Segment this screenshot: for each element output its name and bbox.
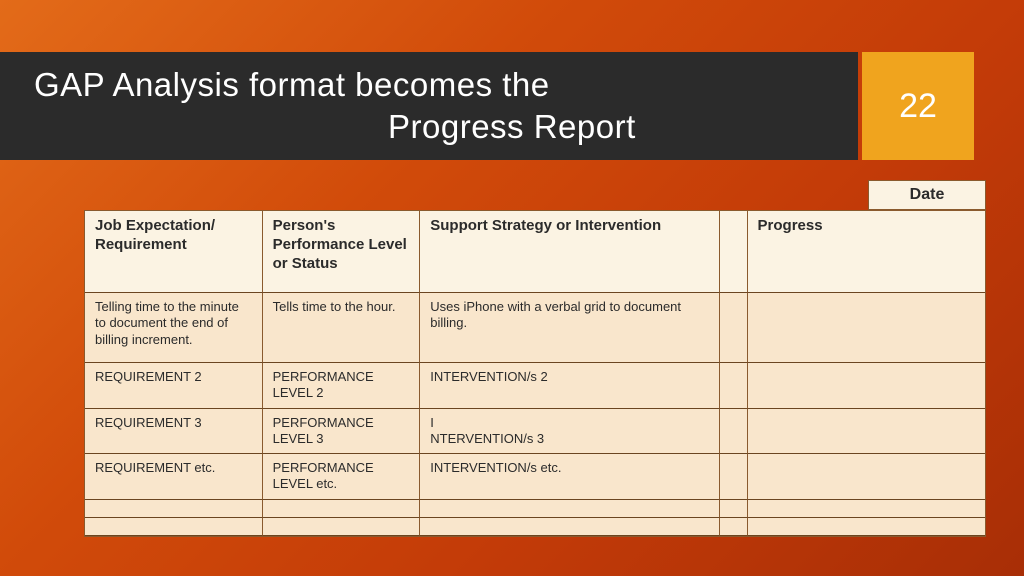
title-bar: GAP Analysis format becomes the Progress… bbox=[0, 52, 858, 160]
cell-requirement bbox=[85, 518, 263, 536]
table-row bbox=[85, 518, 985, 536]
date-tab: Date bbox=[868, 180, 986, 210]
cell-progress bbox=[748, 454, 985, 500]
table-row: Telling time to the minute to document t… bbox=[85, 293, 985, 363]
progress-table: Job Expectation/ Requirement Person's Pe… bbox=[84, 210, 986, 537]
cell-requirement bbox=[85, 500, 263, 518]
cell-requirement: REQUIREMENT 3 bbox=[85, 409, 263, 455]
cell-requirement: REQUIREMENT etc. bbox=[85, 454, 263, 500]
cell-intervention: I NTERVENTION/s 3 bbox=[420, 409, 719, 455]
cell-performance: Tells time to the hour. bbox=[263, 293, 421, 363]
col-header-spacer bbox=[720, 211, 748, 293]
slide-title-line1: GAP Analysis format becomes the bbox=[34, 66, 858, 104]
cell-intervention: INTERVENTION/s etc. bbox=[420, 454, 719, 500]
cell-spacer bbox=[720, 454, 748, 500]
col-header-progress: Progress bbox=[748, 211, 985, 293]
cell-performance: PERFORMANCE LEVEL etc. bbox=[263, 454, 421, 500]
cell-progress bbox=[748, 500, 985, 518]
cell-intervention: Uses iPhone with a verbal grid to docume… bbox=[420, 293, 719, 363]
cell-progress bbox=[748, 518, 985, 536]
cell-intervention: INTERVENTION/s 2 bbox=[420, 363, 719, 409]
cell-spacer bbox=[720, 363, 748, 409]
cell-spacer bbox=[720, 409, 748, 455]
table-row bbox=[85, 500, 985, 518]
table-row: REQUIREMENT etc. PERFORMANCE LEVEL etc. … bbox=[85, 454, 985, 500]
table-header-row: Job Expectation/ Requirement Person's Pe… bbox=[85, 211, 985, 293]
table-row: REQUIREMENT 3 PERFORMANCE LEVEL 3 I NTER… bbox=[85, 409, 985, 455]
col-header-performance: Person's Performance Level or Status bbox=[263, 211, 421, 293]
page-number: 22 bbox=[899, 87, 937, 126]
cell-performance: PERFORMANCE LEVEL 2 bbox=[263, 363, 421, 409]
page-number-badge: 22 bbox=[862, 52, 974, 160]
cell-spacer bbox=[720, 518, 748, 536]
slide: GAP Analysis format becomes the Progress… bbox=[0, 0, 1024, 576]
date-label: Date bbox=[910, 186, 945, 204]
col-header-requirement: Job Expectation/ Requirement bbox=[85, 211, 263, 293]
cell-progress bbox=[748, 409, 985, 455]
cell-performance bbox=[263, 500, 421, 518]
cell-progress bbox=[748, 293, 985, 363]
col-header-intervention: Support Strategy or Intervention bbox=[420, 211, 719, 293]
cell-spacer bbox=[720, 500, 748, 518]
slide-title-line2: Progress Report bbox=[34, 108, 858, 146]
cell-requirement: Telling time to the minute to document t… bbox=[85, 293, 263, 363]
table-row: REQUIREMENT 2 PERFORMANCE LEVEL 2 INTERV… bbox=[85, 363, 985, 409]
cell-intervention bbox=[420, 518, 719, 536]
cell-intervention bbox=[420, 500, 719, 518]
cell-requirement: REQUIREMENT 2 bbox=[85, 363, 263, 409]
cell-performance bbox=[263, 518, 421, 536]
cell-performance: PERFORMANCE LEVEL 3 bbox=[263, 409, 421, 455]
cell-progress bbox=[748, 363, 985, 409]
cell-spacer bbox=[720, 293, 748, 363]
